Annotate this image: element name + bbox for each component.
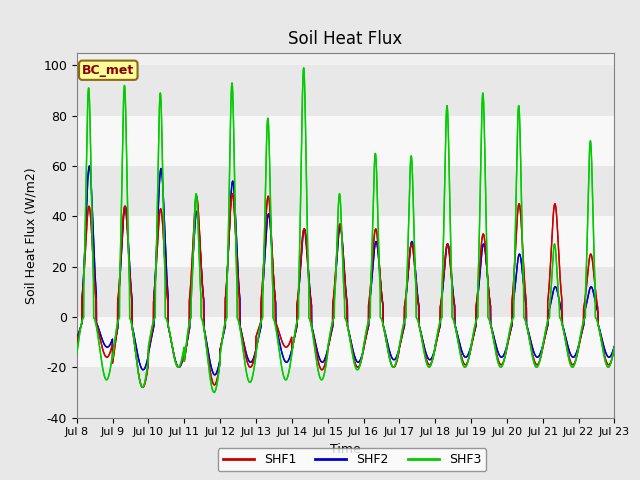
Title: Soil Heat Flux: Soil Heat Flux [289,30,403,48]
Bar [77,65,614,116]
Y-axis label: Soil Heat Flux (W/m2): Soil Heat Flux (W/m2) [25,167,38,303]
Bar [77,267,614,317]
Bar [77,216,614,267]
Text: BC_met: BC_met [82,64,134,77]
X-axis label: Time: Time [330,443,361,456]
Legend: SHF1, SHF2, SHF3: SHF1, SHF2, SHF3 [218,448,486,471]
Bar [77,116,614,166]
Bar [77,367,614,418]
Bar [77,317,614,367]
Bar [77,166,614,216]
